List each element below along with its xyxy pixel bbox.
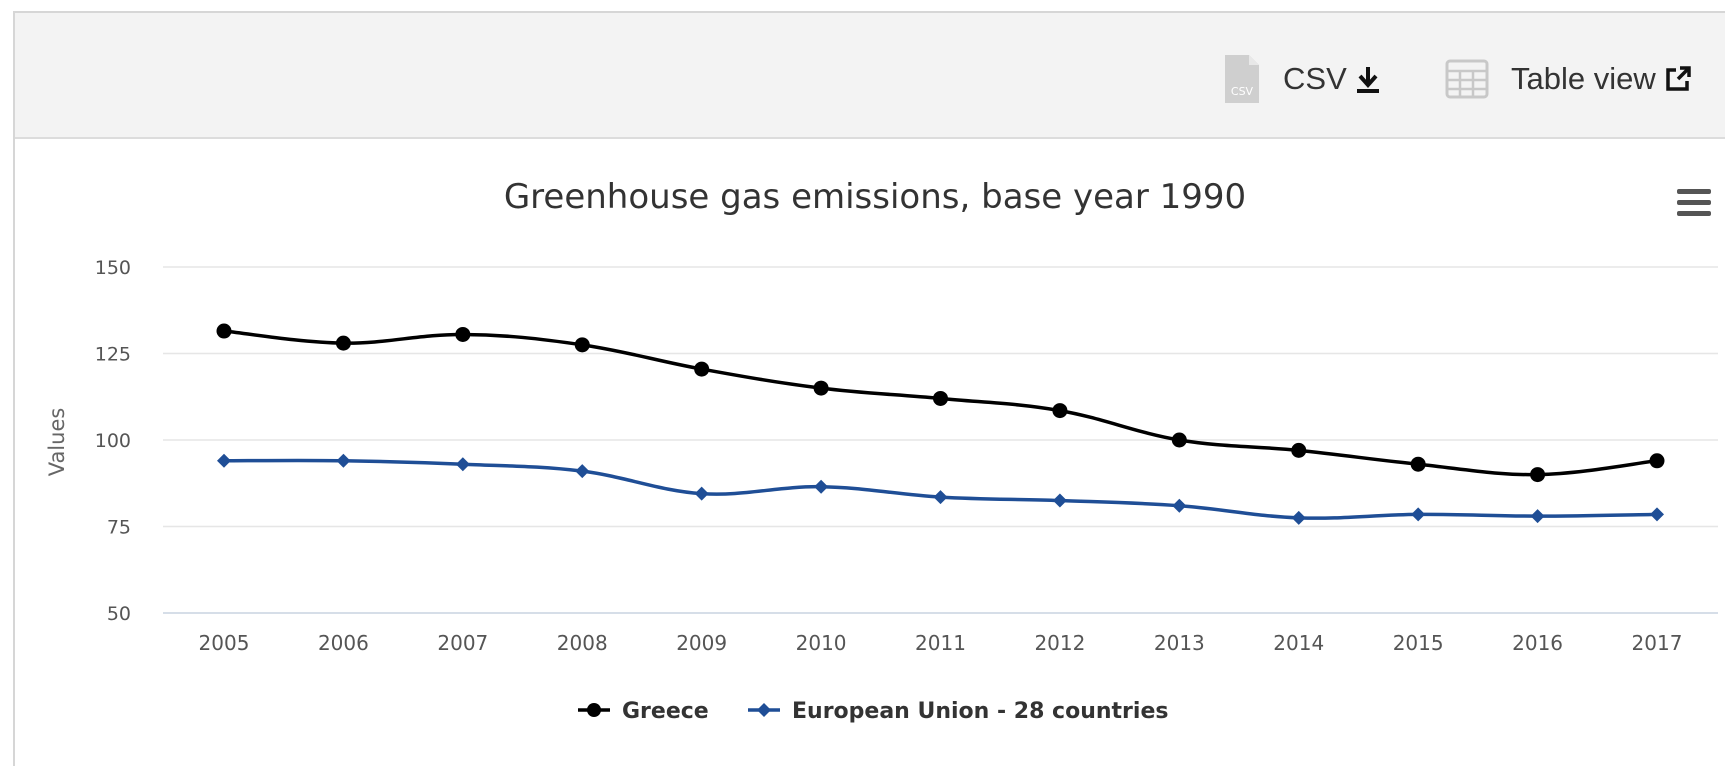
x-tick-label: 2010 — [796, 631, 847, 655]
x-tick-label: 2016 — [1512, 631, 1563, 655]
legend-marker — [587, 703, 601, 717]
legend-item-greece[interactable]: Greece — [578, 699, 709, 724]
data-point[interactable] — [217, 453, 231, 468]
series-line-eu — [223, 458, 1658, 520]
data-point[interactable] — [1291, 442, 1307, 458]
data-point[interactable] — [1052, 493, 1067, 508]
data-point[interactable] — [455, 326, 471, 342]
data-point[interactable] — [1291, 510, 1306, 525]
data-point[interactable] — [336, 453, 351, 468]
data-point[interactable] — [933, 490, 948, 505]
y-tick-label: 125 — [95, 344, 131, 366]
data-point[interactable] — [335, 335, 351, 351]
data-point[interactable] — [1410, 456, 1426, 472]
data-point[interactable] — [694, 361, 710, 377]
legend-label: European Union - 28 countries — [792, 699, 1168, 724]
y-tick-label: 50 — [107, 603, 131, 625]
chart-menu-button[interactable] — [1672, 184, 1712, 220]
data-point[interactable] — [814, 479, 829, 494]
legend-marker — [757, 703, 771, 717]
table-view-button[interactable]: Table view — [1445, 49, 1692, 109]
data-point[interactable] — [694, 486, 709, 501]
data-point[interactable] — [1649, 453, 1665, 469]
csv-label: CSV — [1283, 61, 1347, 96]
data-point[interactable] — [455, 457, 470, 472]
csv-download-button[interactable]: CSV CSV — [1223, 49, 1381, 109]
x-tick-label: 2008 — [557, 631, 608, 655]
data-point[interactable] — [1530, 467, 1546, 483]
data-point[interactable] — [1052, 403, 1068, 419]
data-point[interactable] — [1172, 498, 1187, 513]
external-link-icon — [1664, 65, 1692, 93]
x-tick-label: 2015 — [1393, 631, 1444, 655]
x-tick-label: 2009 — [676, 631, 727, 655]
data-point[interactable] — [1650, 507, 1664, 522]
x-tick-label: 2005 — [199, 631, 250, 655]
csv-file-icon-text: CSV — [1231, 85, 1254, 98]
data-point[interactable] — [1530, 509, 1545, 524]
chart-panel: CSV CSV Table view — [13, 11, 1725, 766]
chart-legend: Greece European Union - 28 countries — [578, 699, 1168, 724]
x-tick-label: 2017 — [1632, 631, 1683, 655]
table-view-label: Table view — [1511, 61, 1656, 96]
y-tick-label: 150 — [95, 257, 131, 279]
y-axis-label: Values — [45, 408, 69, 477]
x-tick-label: 2014 — [1273, 631, 1324, 655]
data-point[interactable] — [1171, 432, 1187, 448]
data-point[interactable] — [933, 390, 948, 406]
y-tick-label: 100 — [95, 430, 131, 452]
x-tick-label: 2012 — [1034, 631, 1085, 655]
download-icon — [1355, 64, 1381, 94]
data-point[interactable] — [575, 464, 590, 479]
x-tick-label: 2006 — [318, 631, 369, 655]
data-point[interactable] — [216, 323, 232, 339]
data-point[interactable] — [1411, 507, 1426, 522]
data-point[interactable] — [813, 380, 829, 396]
data-point[interactable] — [574, 337, 590, 353]
x-tick-label: 2007 — [437, 631, 488, 655]
chart-title: Greenhouse gas emissions, base year 1990 — [504, 177, 1246, 217]
legend-label: Greece — [622, 699, 709, 724]
x-tick-label: 2013 — [1154, 631, 1205, 655]
x-tick-label: 2011 — [915, 631, 966, 655]
export-toolbar: CSV CSV Table view — [15, 13, 1725, 139]
hamburger-menu-icon — [1677, 189, 1711, 216]
y-tick-label: 75 — [107, 517, 131, 539]
table-grid-icon — [1445, 59, 1489, 99]
legend-item-eu[interactable]: European Union - 28 countries — [748, 699, 1168, 724]
csv-file-icon: CSV — [1225, 55, 1259, 103]
